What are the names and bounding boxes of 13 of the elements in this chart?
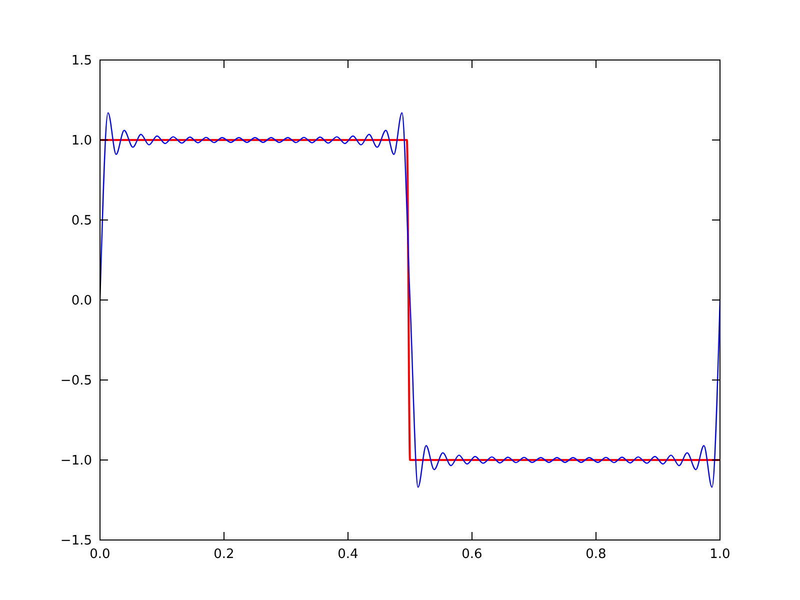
y-tick-label: −1.0 xyxy=(60,454,92,469)
y-tick-label: 0.0 xyxy=(71,294,92,309)
y-tick-label: 1.5 xyxy=(71,54,92,69)
x-tick-label: 0.2 xyxy=(214,547,234,562)
x-tick-label: 0.6 xyxy=(462,547,482,562)
y-tick-label: 0.5 xyxy=(71,214,92,229)
x-tick-label: 0.8 xyxy=(586,547,606,562)
y-tick-label: −1.5 xyxy=(60,534,92,549)
y-tick-label: 1.0 xyxy=(71,134,92,149)
x-tick-label: 0.4 xyxy=(338,547,358,562)
x-tick-label: 1.0 xyxy=(710,547,730,562)
x-tick-label: 0.0 xyxy=(90,547,110,562)
y-tick-label: −0.5 xyxy=(60,374,92,389)
